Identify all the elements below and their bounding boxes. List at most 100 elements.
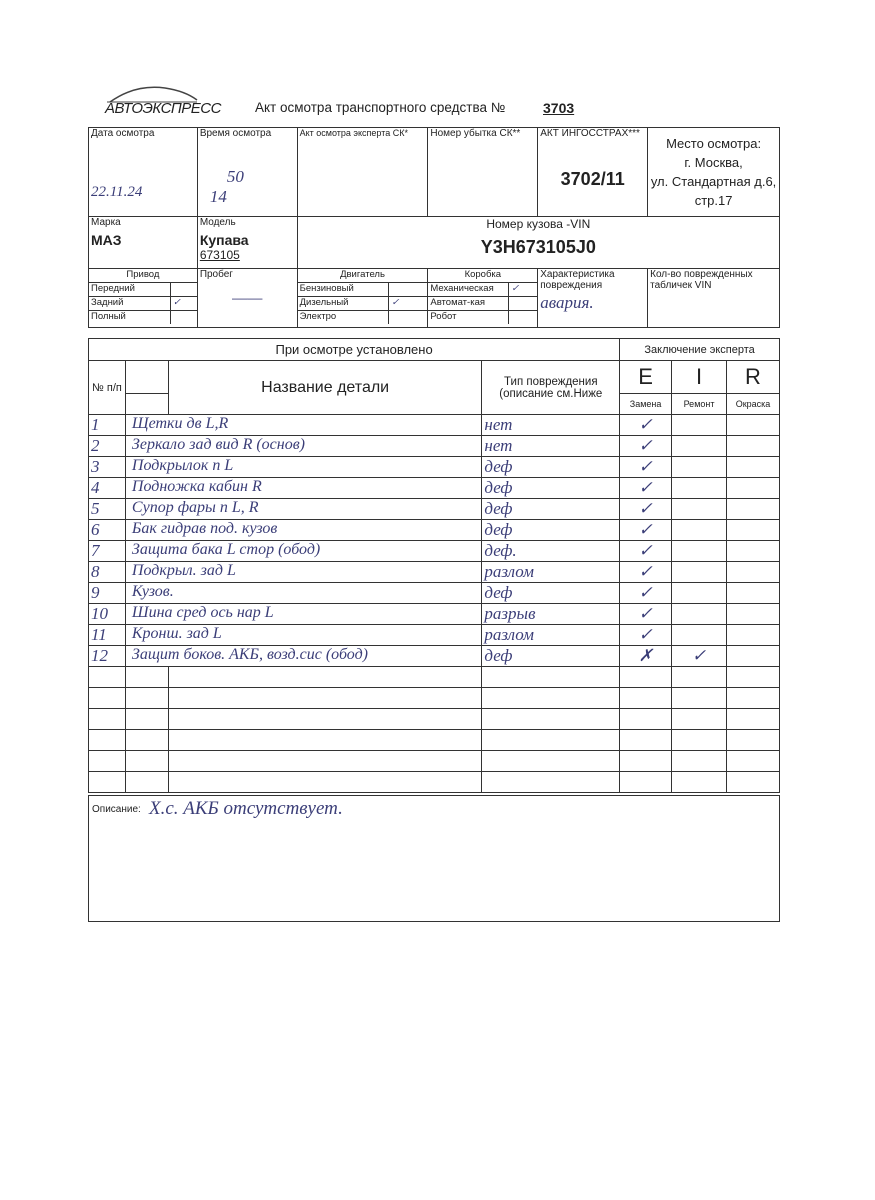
car-logo-icon xyxy=(107,86,198,103)
company-logo: АВТОЭКСПРЕСС xyxy=(105,82,221,122)
cell-no: 7 xyxy=(88,540,126,562)
cell-r xyxy=(725,456,781,478)
table-row xyxy=(88,750,781,772)
cell-type: нет xyxy=(481,414,621,436)
cell-r xyxy=(725,645,781,667)
cell-name: Кронш. зад L xyxy=(125,624,483,646)
cell-i xyxy=(671,414,727,436)
model-cell: Модель Купава 673105 xyxy=(196,216,298,269)
table-row xyxy=(88,687,781,709)
cell-type: деф. xyxy=(481,540,621,562)
cell-r xyxy=(725,414,781,436)
header-table: Дата осмотра 22.11.24 Время осмотра 1450 А… xyxy=(88,127,781,328)
cell-i xyxy=(671,456,727,478)
cell-r xyxy=(725,582,781,604)
place-cell: Место осмотра: г. Москва, ул. Стандартная … xyxy=(647,127,780,217)
cell-e: ✗ xyxy=(619,645,673,667)
table-row: 1 Щетки дв L,R нет ✓ xyxy=(88,414,781,436)
cell-no: 11 xyxy=(88,624,126,646)
vin-value: Y3H673105J0 xyxy=(480,237,596,257)
cell-i xyxy=(671,435,727,457)
cell-no: 9 xyxy=(88,582,126,604)
cell-e: ✓ xyxy=(619,582,673,604)
cell-type: деф xyxy=(481,519,621,541)
ingos-cell: АКТ ИНГОССТРАХ*** 3702/11 xyxy=(537,127,649,217)
engine-cell: Двигатель Бензиновый Дизельный ✓ Электро xyxy=(296,268,429,328)
cell-i: ✓ xyxy=(671,645,727,667)
cell-name: Бак гидрав под. кузов xyxy=(125,519,483,541)
cell-name: Защита бака L стор (обод) xyxy=(125,540,483,562)
cell-no: 10 xyxy=(88,603,126,625)
date-cell: Дата осмотра 22.11.24 xyxy=(88,127,198,217)
vin-plates-cell: Кол-во поврежденных табличек VIN xyxy=(647,268,780,328)
cell-name: Кузов. xyxy=(125,582,483,604)
ingos-number: 3702/11 xyxy=(560,169,625,189)
cell-r xyxy=(725,477,781,499)
cell-e: ✓ xyxy=(619,435,673,457)
table-row xyxy=(88,771,781,793)
cell-type: деф xyxy=(481,498,621,520)
time-cell: Время осмотра 1450 xyxy=(196,127,298,217)
vin-cell: Номер кузова -VIN Y3H673105J0 xyxy=(296,216,781,269)
cell-r xyxy=(725,519,781,541)
cell-no: 4 xyxy=(88,477,126,499)
cell-e: ✓ xyxy=(619,624,673,646)
cell-i xyxy=(671,498,727,520)
document-title: Акт осмотра транспортного средства № xyxy=(255,100,506,115)
cell-r xyxy=(725,624,781,646)
cell-type: нет xyxy=(481,435,621,457)
table-row: 7 Защита бака L стор (обод) деф. ✓ xyxy=(88,540,781,562)
table-row xyxy=(88,666,781,688)
act-number: 3703 xyxy=(543,100,575,116)
cell-e: ✓ xyxy=(619,603,673,625)
cell-no: 5 xyxy=(88,498,126,520)
cell-i xyxy=(671,603,727,625)
cell-name: Супор фары п L, R xyxy=(125,498,483,520)
drive-cell: Привод Передний Задний ✓ Полный xyxy=(88,268,198,328)
cell-name: Щетки дв L,R xyxy=(125,414,483,436)
cell-type: разрыв xyxy=(481,603,621,625)
cell-type: разлом xyxy=(481,624,621,646)
cell-r xyxy=(725,603,781,625)
cell-e: ✓ xyxy=(619,456,673,478)
cell-name: Подножка кабин R xyxy=(125,477,483,499)
table-row xyxy=(88,708,781,730)
table-row xyxy=(88,729,781,751)
section-title: При осмотре установлено xyxy=(87,338,621,361)
expert-title: Заключение эксперта xyxy=(619,338,780,361)
cell-no: 3 xyxy=(88,456,126,478)
cell-r xyxy=(725,540,781,562)
cell-i xyxy=(671,624,727,646)
gearbox-cell: Коробка Механическая ✓ Автомат-кая Робот xyxy=(427,268,539,328)
cell-i xyxy=(671,582,727,604)
cell-e: ✓ xyxy=(619,477,673,499)
cell-type: деф xyxy=(481,477,621,499)
description-value: Х.с. АКБ отсутствует. xyxy=(149,798,343,819)
cell-no: 1 xyxy=(88,414,126,436)
brand-cell: Марка МАЗ xyxy=(88,216,198,269)
cell-i xyxy=(671,561,727,583)
expert-act-cell: Акт осмотра эксперта СК* xyxy=(296,127,429,217)
cell-i xyxy=(671,540,727,562)
cell-e: ✓ xyxy=(619,498,673,520)
date-value: 22.11.24 xyxy=(91,184,143,200)
cell-type: разлом xyxy=(481,561,621,583)
cell-r xyxy=(725,498,781,520)
cell-type: деф xyxy=(481,456,621,478)
cell-name: Шина сред ось нар L xyxy=(125,603,483,625)
cell-name: Подкрыл. зад L xyxy=(125,561,483,583)
cell-e: ✓ xyxy=(619,414,673,436)
cell-e: ✓ xyxy=(619,519,673,541)
cell-r xyxy=(725,435,781,457)
cell-no: 6 xyxy=(88,519,126,541)
table-row: 6 Бак гидрав под. кузов деф ✓ xyxy=(88,519,781,541)
table-row: 12 Защит боков. АКБ, возд.сис (обод) деф ✗ ✓ xyxy=(88,645,781,667)
cell-i xyxy=(671,519,727,541)
damage-char-cell: Характеристика повреждения авария. xyxy=(537,268,649,328)
loss-number-cell: Номер убытка СК** xyxy=(427,127,539,217)
